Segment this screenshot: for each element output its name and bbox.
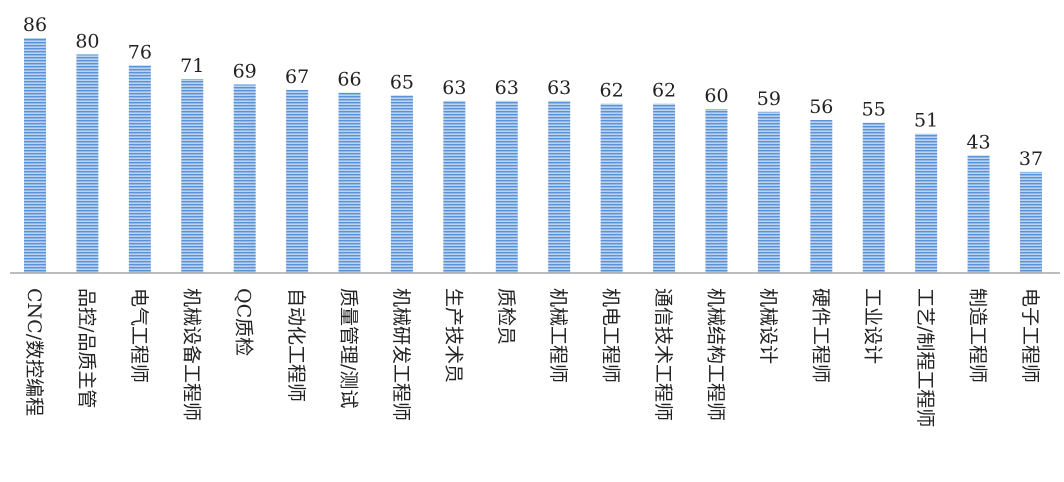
- value-labels-layer: 86 80 76 71 69 67 66 65 63 63 63 62 62 60 59 56 55 51 43 37: [23, 14, 1043, 170]
- bar-value-label: 43: [966, 132, 990, 154]
- bar: [967, 155, 990, 273]
- bar: [548, 100, 571, 273]
- bars-layer: [24, 38, 1042, 274]
- bar-value-label: 51: [914, 110, 938, 132]
- bar: [1019, 171, 1042, 273]
- category-label: 机械工程师: [547, 288, 569, 383]
- bar: [600, 103, 623, 273]
- bar: [286, 89, 309, 273]
- bar: [915, 133, 938, 273]
- category-label: 生产技术员: [442, 288, 464, 383]
- category-label: 电气工程师: [128, 288, 150, 383]
- bar-value-label: 66: [337, 69, 361, 91]
- category-label: 机械研发工程师: [390, 288, 412, 421]
- bar: [757, 111, 780, 273]
- bar-value-label: 76: [128, 41, 152, 63]
- bar-value-label: 62: [600, 80, 624, 102]
- category-label: 制造工程师: [967, 288, 989, 383]
- category-label: QC质检: [233, 288, 255, 356]
- bar: [653, 103, 676, 273]
- category-label: 工业设计: [862, 288, 884, 364]
- bar: [705, 109, 728, 273]
- bar: [862, 122, 885, 274]
- bar-value-label: 67: [285, 66, 309, 88]
- bar-value-label: 80: [75, 30, 99, 52]
- bar: [128, 65, 151, 273]
- category-label: 品控/品质主管: [75, 288, 97, 408]
- bar: [233, 84, 256, 273]
- bar: [810, 119, 833, 273]
- bar: [338, 92, 361, 274]
- category-label: 质检员: [495, 288, 517, 345]
- bar-value-label: 59: [757, 88, 781, 110]
- category-label: 工艺/制程工程师: [914, 288, 936, 427]
- bar-value-label: 69: [233, 60, 257, 82]
- category-labels-layer: CNC/数控编程 品控/品质主管 电气工程师 机械设备工程师 QC质检 自动化工程师 质量管…: [23, 288, 1041, 427]
- bar-value-label: 62: [652, 80, 676, 102]
- category-label: CNC/数控编程: [23, 288, 45, 416]
- bar-value-label: 63: [547, 77, 571, 99]
- bar-value-label: 56: [809, 96, 833, 118]
- category-label: 质量管理/测试: [338, 288, 360, 408]
- category-label: 机械设计: [757, 288, 779, 364]
- bar: [495, 100, 518, 273]
- bar-value-label: 60: [704, 85, 728, 107]
- bar: [181, 78, 204, 274]
- bar-value-label: 63: [495, 77, 519, 99]
- bar: [76, 54, 99, 274]
- category-label: 机械设备工程师: [180, 288, 202, 421]
- bar: [443, 100, 466, 273]
- bar-value-label: 65: [390, 71, 414, 93]
- category-label: 机械结构工程师: [704, 288, 726, 421]
- category-label: 硬件工程师: [809, 288, 831, 383]
- bar: [390, 95, 413, 273]
- bar-value-label: 63: [442, 77, 466, 99]
- bar: [24, 38, 46, 273]
- category-label: 电子工程师: [1019, 288, 1041, 383]
- category-label: 通信技术工程师: [652, 288, 674, 421]
- bar-value-label: 55: [862, 99, 886, 121]
- bar-value-label: 71: [180, 55, 204, 77]
- category-label: 自动化工程师: [285, 288, 307, 402]
- category-label: 机电工程师: [600, 288, 622, 383]
- bar-value-label: 86: [23, 14, 47, 36]
- bar-value-label: 37: [1019, 148, 1043, 170]
